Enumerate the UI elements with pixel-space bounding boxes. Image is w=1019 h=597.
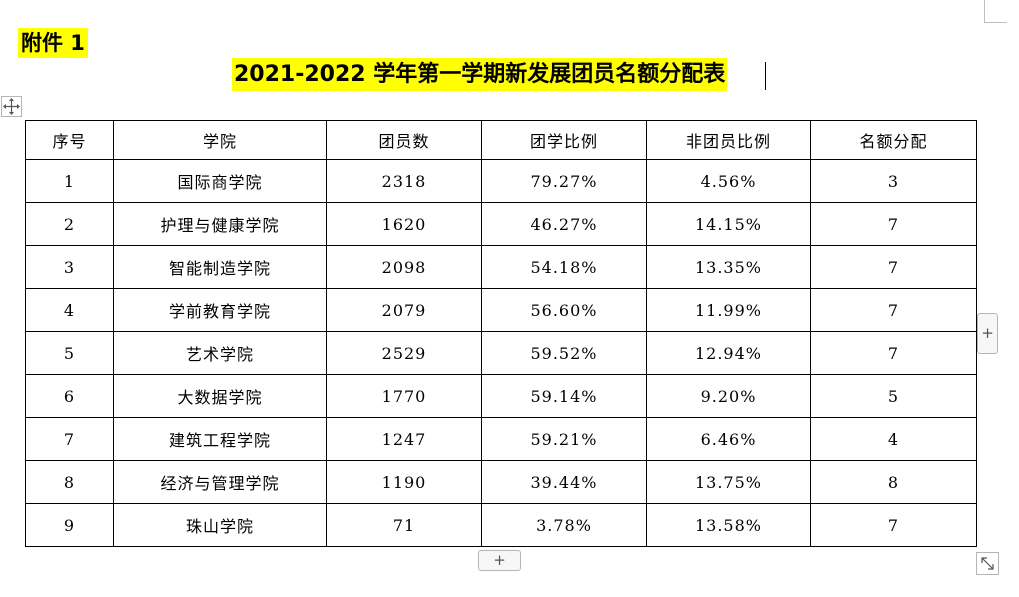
- quota-table: 序号 学院 团员数 团学比例 非团员比例 名额分配 1 国际商学院 2318 79.27% 4.5…: [25, 120, 977, 547]
- cell-member-ratio: 59.14%: [481, 374, 647, 418]
- document-title: 2021-2022 学年第一学期新发展团员名额分配表: [232, 58, 728, 91]
- cell-non-member-ratio: 9.20%: [646, 374, 811, 418]
- cell-member-ratio: 79.27%: [481, 159, 647, 203]
- cell-college: 艺术学院: [113, 331, 327, 375]
- cell-quota: 7: [810, 288, 977, 332]
- cell-non-member-ratio: 4.56%: [646, 159, 811, 203]
- table-row: 3 智能制造学院 2098 54.18% 13.35% 7: [25, 245, 977, 289]
- cell-member-count: 2529: [326, 331, 482, 375]
- cell-quota: 3: [810, 159, 977, 203]
- column-header-index: 序号: [25, 120, 114, 160]
- cell-index: 6: [25, 374, 114, 418]
- cell-member-count: 71: [326, 503, 482, 547]
- table-header-row: 序号 学院 团员数 团学比例 非团员比例 名额分配: [25, 120, 977, 160]
- table-row: 5 艺术学院 2529 59.52% 12.94% 7: [25, 331, 977, 375]
- cell-member-ratio: 3.78%: [481, 503, 647, 547]
- cell-quota: 4: [810, 417, 977, 461]
- table-row: 9 珠山学院 71 3.78% 13.58% 7: [25, 503, 977, 547]
- column-header-college: 学院: [113, 120, 327, 160]
- cell-member-ratio: 59.52%: [481, 331, 647, 375]
- cell-college: 护理与健康学院: [113, 202, 327, 246]
- cell-member-count: 1620: [326, 202, 482, 246]
- cell-college: 智能制造学院: [113, 245, 327, 289]
- move-arrows-icon: [3, 98, 20, 115]
- column-header-quota: 名额分配: [810, 120, 977, 160]
- cell-index: 7: [25, 417, 114, 461]
- cell-member-ratio: 59.21%: [481, 417, 647, 461]
- cell-index: 9: [25, 503, 114, 547]
- cell-member-count: 1190: [326, 460, 482, 504]
- table-row: 1 国际商学院 2318 79.27% 4.56% 3: [25, 159, 977, 203]
- cell-quota: 7: [810, 503, 977, 547]
- cell-member-count: 2079: [326, 288, 482, 332]
- cell-non-member-ratio: 11.99%: [646, 288, 811, 332]
- attachment-label: 附件 1: [18, 28, 88, 58]
- cell-member-count: 2318: [326, 159, 482, 203]
- text-cursor: [765, 62, 766, 90]
- cell-non-member-ratio: 12.94%: [646, 331, 811, 375]
- cell-college: 珠山学院: [113, 503, 327, 547]
- add-column-button[interactable]: +: [977, 313, 998, 354]
- cell-college: 建筑工程学院: [113, 417, 327, 461]
- table-resize-handle[interactable]: [976, 552, 999, 575]
- cell-college: 经济与管理学院: [113, 460, 327, 504]
- column-header-non-member-ratio: 非团员比例: [646, 120, 811, 160]
- page-corner-mark: [984, 0, 1007, 23]
- column-header-member-count: 团员数: [326, 120, 482, 160]
- cell-member-count: 2098: [326, 245, 482, 289]
- cell-index: 3: [25, 245, 114, 289]
- cell-college: 大数据学院: [113, 374, 327, 418]
- table-move-handle[interactable]: [1, 96, 22, 117]
- cell-member-count: 1247: [326, 417, 482, 461]
- cell-non-member-ratio: 13.75%: [646, 460, 811, 504]
- table-row: 2 护理与健康学院 1620 46.27% 14.15% 7: [25, 202, 977, 246]
- column-header-member-ratio: 团学比例: [481, 120, 647, 160]
- add-row-button[interactable]: +: [478, 550, 521, 571]
- cell-quota: 7: [810, 331, 977, 375]
- cell-member-count: 1770: [326, 374, 482, 418]
- cell-index: 8: [25, 460, 114, 504]
- cell-member-ratio: 46.27%: [481, 202, 647, 246]
- table-row: 8 经济与管理学院 1190 39.44% 13.75% 8: [25, 460, 977, 504]
- table-row: 4 学前教育学院 2079 56.60% 11.99% 7: [25, 288, 977, 332]
- table-body: 1 国际商学院 2318 79.27% 4.56% 3 2 护理与健康学院 1620 46.27%…: [25, 159, 977, 547]
- cell-member-ratio: 54.18%: [481, 245, 647, 289]
- cell-index: 4: [25, 288, 114, 332]
- cell-non-member-ratio: 13.35%: [646, 245, 811, 289]
- cell-member-ratio: 39.44%: [481, 460, 647, 504]
- resize-diagonal-icon: [981, 557, 994, 570]
- cell-non-member-ratio: 14.15%: [646, 202, 811, 246]
- cell-quota: 8: [810, 460, 977, 504]
- cell-college: 学前教育学院: [113, 288, 327, 332]
- cell-index: 2: [25, 202, 114, 246]
- cell-member-ratio: 56.60%: [481, 288, 647, 332]
- cell-non-member-ratio: 6.46%: [646, 417, 811, 461]
- cell-non-member-ratio: 13.58%: [646, 503, 811, 547]
- cell-quota: 7: [810, 245, 977, 289]
- cell-index: 5: [25, 331, 114, 375]
- table-row: 7 建筑工程学院 1247 59.21% 6.46% 4: [25, 417, 977, 461]
- table-row: 6 大数据学院 1770 59.14% 9.20% 5: [25, 374, 977, 418]
- cell-quota: 5: [810, 374, 977, 418]
- cell-college: 国际商学院: [113, 159, 327, 203]
- cell-quota: 7: [810, 202, 977, 246]
- cell-index: 1: [25, 159, 114, 203]
